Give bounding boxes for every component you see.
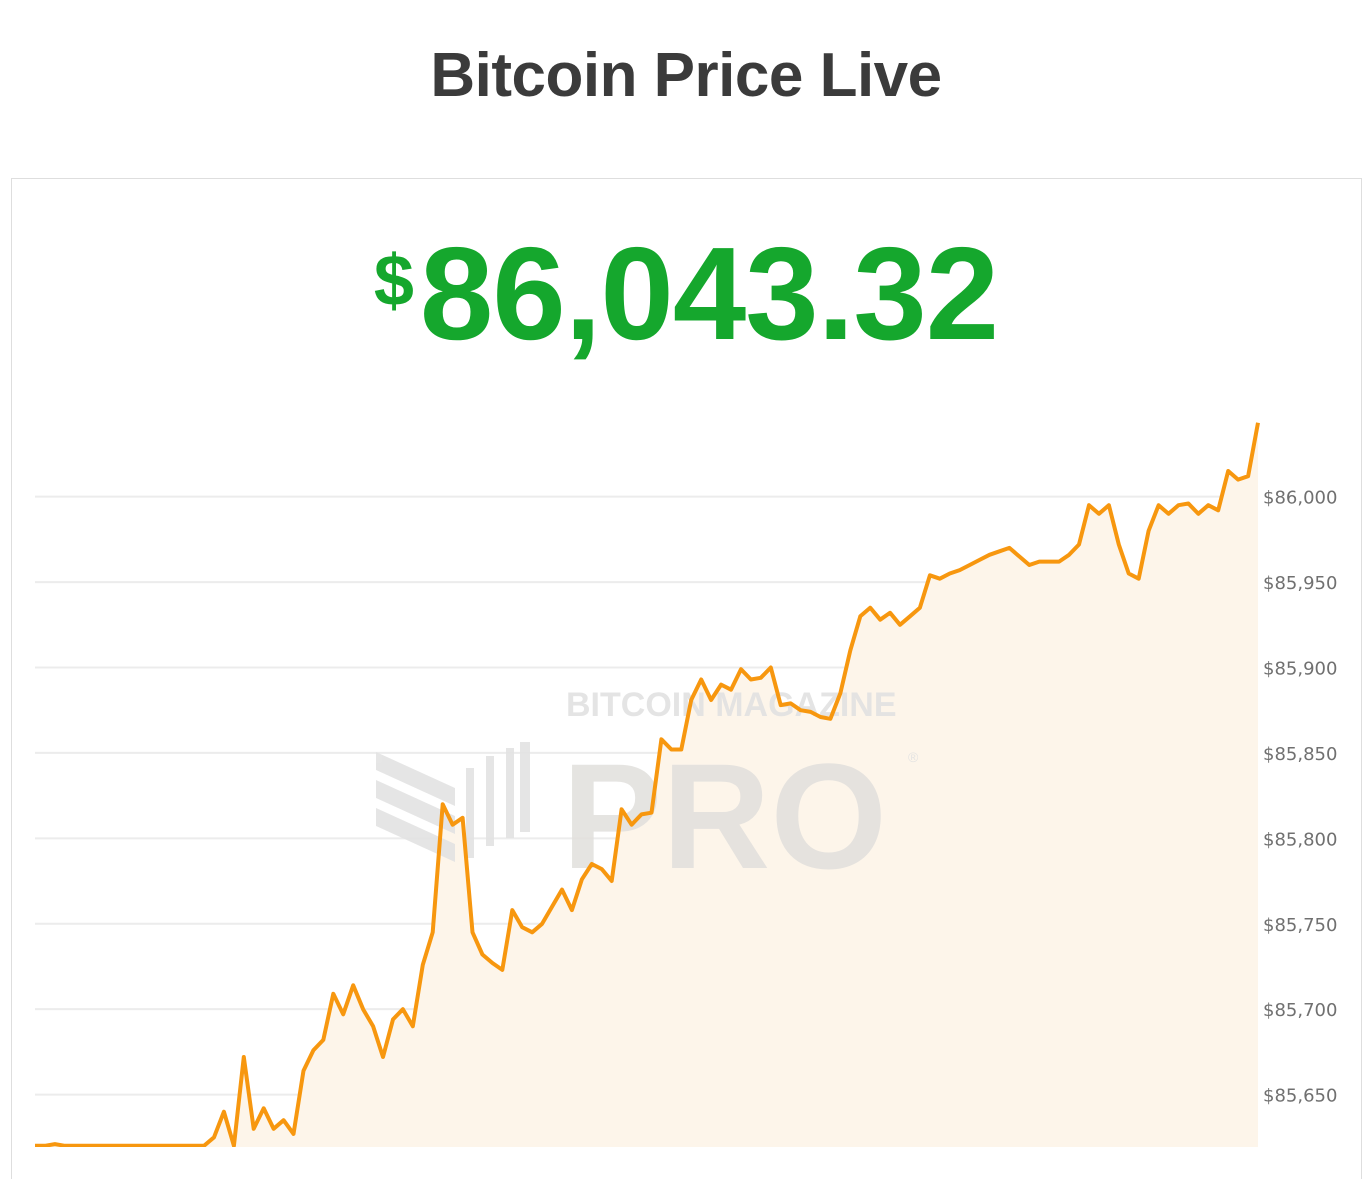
y-tick-label: $85,650 bbox=[1263, 1086, 1337, 1107]
price-card bbox=[11, 178, 1362, 1179]
y-tick-label: $85,850 bbox=[1263, 744, 1337, 765]
y-tick-label: $85,700 bbox=[1263, 1000, 1337, 1021]
y-tick-label: $86,000 bbox=[1263, 488, 1337, 509]
price-chart: BITCOIN MAGAZINE PRO ® $85,650 $85,700 $85… bbox=[35, 422, 1337, 1147]
price-value: 86,043.32 bbox=[419, 220, 999, 367]
live-price: $86,043.32 bbox=[0, 218, 1372, 369]
watermark-text-main: PRO bbox=[562, 732, 887, 900]
y-tick-label: $85,750 bbox=[1263, 915, 1337, 936]
y-tick-label: $85,900 bbox=[1263, 659, 1337, 680]
price-area-fill bbox=[35, 422, 1258, 1147]
page-title: Bitcoin Price Live bbox=[430, 41, 942, 110]
price-line bbox=[35, 422, 1260, 1147]
currency-symbol: $ bbox=[373, 241, 414, 321]
y-tick-label: $85,800 bbox=[1263, 829, 1337, 850]
watermark-logo: BITCOIN MAGAZINE PRO ® bbox=[376, 686, 919, 900]
watermark-registered: ® bbox=[908, 749, 919, 765]
watermark-text-top: BITCOIN MAGAZINE bbox=[566, 686, 897, 724]
y-tick-label: $85,950 bbox=[1263, 573, 1337, 594]
